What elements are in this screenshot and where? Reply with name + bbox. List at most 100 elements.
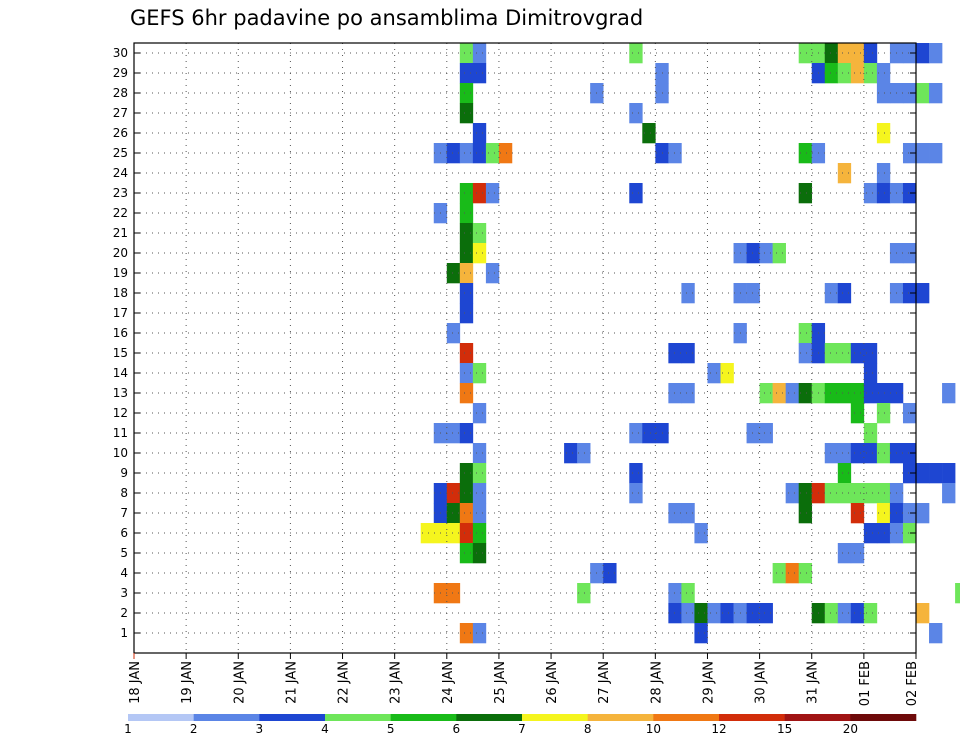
colorbar-label: 10 — [646, 722, 661, 736]
colorbar-label: 8 — [584, 722, 592, 736]
heatmap-cell — [668, 603, 682, 624]
colorbar-swatch — [587, 714, 654, 721]
y-tick-label: 6 — [120, 526, 128, 540]
colorbar-swatch — [128, 714, 194, 721]
colorbar-swatch — [719, 714, 785, 721]
heatmap-cell — [850, 543, 865, 564]
heatmap-cell — [707, 603, 721, 624]
heatmap-cell — [902, 503, 917, 524]
heatmap-cell — [472, 143, 487, 164]
heatmap-cell — [746, 283, 760, 304]
heatmap-cell — [863, 363, 878, 384]
heatmap-cell — [837, 443, 852, 464]
x-tick-label: 24 JAN — [441, 661, 456, 704]
heatmap-cell — [863, 183, 878, 204]
heatmap-cell — [472, 503, 487, 524]
x-tick-label: 19 JAN — [180, 661, 195, 704]
y-tick-label: 25 — [113, 146, 128, 160]
heatmap-cell — [902, 243, 917, 264]
heatmap-cell — [876, 63, 891, 84]
heatmap-cell — [459, 203, 474, 224]
y-tick-label: 14 — [113, 366, 128, 380]
heatmap-cell — [446, 323, 461, 344]
x-tick-label: 31 JAN — [806, 661, 821, 704]
heatmap-cell — [798, 183, 813, 204]
heatmap-cell — [459, 303, 474, 324]
heatmap-cell — [902, 143, 917, 164]
x-tick-label: 20 JAN — [232, 661, 247, 704]
y-tick-label: 17 — [113, 306, 128, 320]
heatmap-cell — [850, 443, 865, 464]
heatmap-cell — [446, 423, 461, 444]
heatmap-cell — [459, 623, 474, 644]
heatmap-cell — [459, 183, 474, 204]
heatmap-cell — [446, 523, 461, 544]
heatmap-cell — [459, 363, 474, 384]
heatmap-cell — [850, 63, 865, 84]
heatmap-cell — [785, 563, 799, 584]
heatmap-cell — [472, 483, 487, 504]
heatmap-cell — [459, 63, 474, 84]
y-tick-label: 30 — [113, 46, 128, 60]
heatmap-cell — [629, 423, 643, 444]
heatmap-cell — [746, 603, 760, 624]
heatmap-cell — [694, 603, 708, 624]
heatmap-cell — [668, 503, 682, 524]
y-tick-label: 27 — [113, 106, 128, 120]
x-axis: 18 JAN 19 JAN 20 JAN 21 JAN 22 JAN 23 JAN 24 J… — [128, 653, 920, 706]
y-tick-label: 1 — [120, 626, 128, 640]
heatmap-cell — [876, 83, 891, 104]
heatmap-cell — [472, 43, 487, 64]
heatmap-cell — [876, 183, 891, 204]
heatmap-cell — [837, 383, 852, 404]
heatmap-cell — [746, 243, 760, 264]
heatmap-cell — [720, 363, 734, 384]
heatmap-cell — [446, 503, 461, 524]
heatmap-cell — [850, 403, 865, 424]
heatmap-cell — [863, 343, 878, 364]
heatmap-cell — [837, 43, 852, 64]
y-tick-label: 8 — [120, 486, 128, 500]
heatmap-cell — [916, 43, 930, 64]
heatmap-cell — [916, 283, 930, 304]
heatmap-cell — [824, 63, 839, 84]
heatmap-cell — [694, 623, 708, 644]
heatmap-cell — [655, 83, 669, 104]
y-tick-label: 7 — [120, 506, 128, 520]
heatmap-cell — [942, 483, 956, 504]
heatmap-cell — [459, 143, 474, 164]
y-tick-label: 22 — [113, 206, 128, 220]
heatmap-cell — [837, 483, 852, 504]
y-tick-label: 13 — [113, 386, 128, 400]
heatmap-cell — [902, 523, 917, 544]
heatmap-cell — [668, 383, 682, 404]
heatmap-cell — [955, 583, 960, 604]
heatmap-cell — [759, 423, 773, 444]
heatmap-cell — [720, 603, 734, 624]
heatmap-cell — [824, 283, 839, 304]
heatmap-cell — [785, 483, 799, 504]
y-tick-label: 16 — [113, 326, 128, 340]
heatmap-cell — [485, 183, 500, 204]
heatmap-cell — [446, 263, 461, 284]
colorbar-swatch — [325, 714, 391, 721]
y-tick-label: 12 — [113, 406, 128, 420]
heatmap-cell — [629, 463, 643, 484]
heatmap-cell — [629, 103, 643, 124]
heatmap-cell — [902, 443, 917, 464]
heatmap-cell — [902, 403, 917, 424]
heatmap-cell — [668, 583, 682, 604]
y-tick-label: 21 — [113, 226, 128, 240]
heatmap-cell — [472, 543, 487, 564]
colorbar-label: 3 — [256, 722, 264, 736]
heatmap-cell — [694, 523, 708, 544]
heatmap-cell — [472, 123, 487, 144]
heatmap-cell — [863, 523, 878, 544]
heatmap-cell — [459, 463, 474, 484]
heatmap-cell — [681, 603, 695, 624]
colorbar-swatch — [522, 714, 588, 721]
heatmap-cell — [902, 83, 917, 104]
heatmap-cell — [837, 163, 852, 184]
heatmap-cell — [850, 343, 865, 364]
heatmap-cell — [642, 423, 656, 444]
